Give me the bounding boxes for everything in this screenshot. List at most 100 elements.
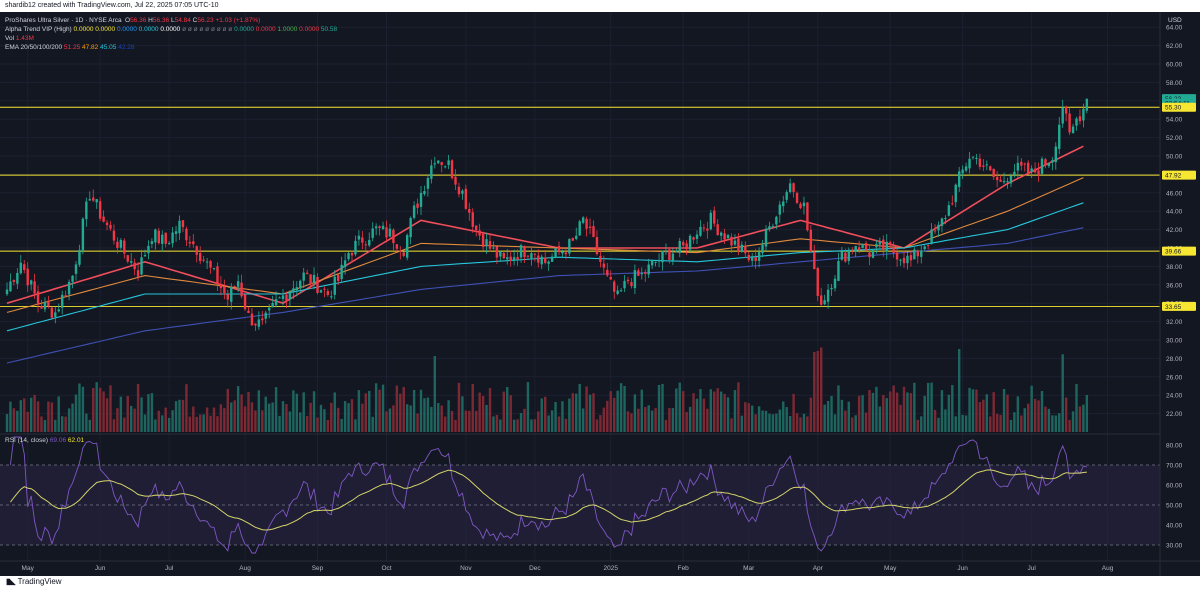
candle-body bbox=[540, 256, 543, 265]
candle-body bbox=[537, 255, 540, 263]
volume-bar bbox=[378, 389, 381, 432]
candle-body bbox=[1082, 108, 1085, 121]
candle-body bbox=[713, 210, 716, 224]
volume-bar bbox=[889, 391, 892, 432]
volume-bar bbox=[1006, 394, 1009, 432]
time-tick-label: Dec bbox=[529, 565, 541, 572]
volume-bar bbox=[792, 393, 795, 432]
volume-bar bbox=[316, 417, 319, 432]
horizontal-levels[interactable] bbox=[0, 106, 1160, 307]
volume-bar bbox=[161, 415, 164, 432]
time-tick-label: Jun bbox=[95, 565, 106, 572]
currency-label[interactable]: USD bbox=[1168, 17, 1182, 24]
candle-body bbox=[247, 310, 250, 313]
price-tick-label: 26.00 bbox=[1166, 374, 1183, 381]
volume-bar bbox=[67, 408, 71, 432]
volume-bar bbox=[733, 390, 737, 432]
volume-bar bbox=[157, 410, 160, 432]
candle-body bbox=[1068, 113, 1071, 133]
volume-bar bbox=[450, 410, 454, 432]
candle-body bbox=[702, 227, 706, 229]
time-tick-label: Aug bbox=[1102, 565, 1114, 572]
rsi-tick-label: 50.00 bbox=[1166, 503, 1183, 510]
legend[interactable]: ProShares Ultra Silver · 1D · NYSE Arca … bbox=[5, 17, 338, 444]
candle-body bbox=[1009, 175, 1013, 184]
volume-bar bbox=[533, 419, 537, 432]
candle-body bbox=[212, 268, 216, 270]
candle-body bbox=[257, 319, 261, 327]
volume-bar bbox=[709, 389, 712, 432]
volume-bar bbox=[506, 386, 509, 432]
candle-body bbox=[823, 300, 826, 305]
candle-body bbox=[430, 165, 433, 179]
candle-body bbox=[378, 226, 381, 229]
rsi-tick-label: 70.00 bbox=[1166, 463, 1183, 470]
candle-body bbox=[130, 261, 133, 263]
volume-bar bbox=[292, 390, 295, 432]
chart-svg[interactable]: 66.0064.0062.0060.0058.0056.0054.0052.00… bbox=[0, 6, 1200, 576]
volume-bar bbox=[671, 408, 675, 432]
volume-bar bbox=[744, 402, 747, 432]
volume-bar bbox=[29, 397, 33, 432]
candle-body bbox=[840, 251, 844, 260]
candle-body bbox=[699, 226, 702, 236]
volume-bar bbox=[557, 416, 561, 432]
price-tick-label: 30.00 bbox=[1166, 338, 1183, 345]
candle-body bbox=[816, 267, 819, 296]
candle-body bbox=[802, 202, 806, 207]
volume-bar bbox=[854, 415, 857, 432]
volume-bar bbox=[544, 396, 547, 432]
candle-body bbox=[661, 250, 664, 263]
volume-bar bbox=[323, 409, 326, 432]
volume-bar bbox=[909, 393, 913, 432]
candle-body bbox=[330, 296, 333, 298]
candle-body bbox=[761, 244, 764, 254]
chart-area[interactable]: 66.0064.0062.0060.0058.0056.0054.0052.00… bbox=[0, 6, 1200, 576]
volume-bar bbox=[399, 393, 402, 432]
candle-body bbox=[147, 245, 150, 254]
candle-body bbox=[847, 249, 850, 261]
volume-bar bbox=[723, 393, 726, 432]
price-tick-label: 44.00 bbox=[1166, 209, 1183, 216]
candle-body bbox=[930, 229, 933, 245]
volume-bar bbox=[1033, 398, 1037, 432]
svg-text:ProShares Ultra Silver · 1D ·: ProShares Ultra Silver · 1D · NYSE Arca bbox=[5, 17, 122, 24]
volume-bar bbox=[802, 413, 806, 432]
candle-body bbox=[644, 272, 647, 274]
candle-body bbox=[692, 237, 695, 240]
candle-body bbox=[1006, 181, 1009, 183]
candle-body bbox=[29, 280, 33, 285]
candle-body bbox=[440, 162, 443, 166]
volume-bar bbox=[1047, 408, 1051, 432]
volume-bar bbox=[54, 419, 57, 432]
candle-body bbox=[992, 168, 995, 178]
candle-body bbox=[447, 160, 450, 166]
volume-bar bbox=[678, 382, 681, 432]
price-tag bbox=[1162, 246, 1196, 256]
volume-bar bbox=[816, 350, 819, 432]
candle-body bbox=[116, 241, 119, 248]
candle-body bbox=[312, 274, 316, 283]
volume-bar bbox=[464, 410, 468, 432]
candle-body bbox=[412, 205, 416, 218]
volume-bar bbox=[833, 414, 837, 432]
candle-body bbox=[19, 262, 22, 274]
volume-bar bbox=[550, 410, 554, 432]
candle-body bbox=[143, 255, 147, 257]
candle-body bbox=[958, 171, 961, 187]
volume-bar bbox=[381, 384, 385, 432]
price-tag bbox=[1162, 301, 1196, 311]
candle-body bbox=[92, 197, 95, 201]
volume-bar bbox=[771, 414, 775, 432]
candle-body bbox=[485, 239, 488, 247]
volume-bar bbox=[416, 413, 419, 432]
candle-body bbox=[895, 252, 899, 260]
volume-bar bbox=[978, 402, 982, 432]
candle-body bbox=[361, 237, 364, 243]
volume-bar bbox=[326, 419, 330, 432]
price-tick-label: 52.00 bbox=[1166, 135, 1183, 142]
volume-bar bbox=[205, 407, 209, 432]
candle-body bbox=[744, 245, 747, 254]
volume-bar bbox=[354, 419, 357, 432]
candle-body bbox=[764, 228, 768, 247]
